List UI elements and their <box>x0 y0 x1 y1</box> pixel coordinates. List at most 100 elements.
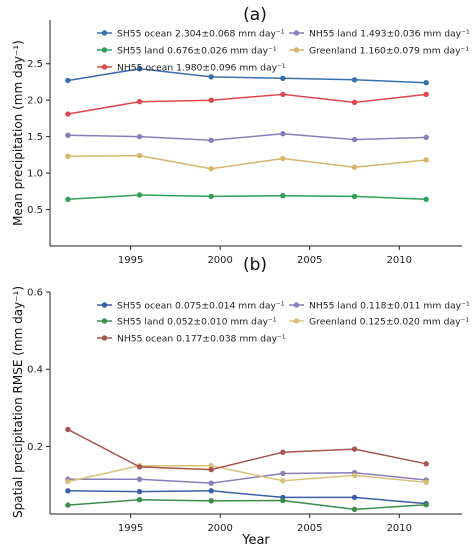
panel-a-legend-label: NH55 land 1.493±0.036 mm day⁻¹ <box>309 28 470 39</box>
panel-b-legend-label: SH55 ocean 0.075±0.014 mm day⁻¹ <box>117 300 285 311</box>
panel-a-data-point <box>65 77 71 84</box>
panel-b-data-point <box>208 488 214 494</box>
panel-a-data-point <box>280 91 286 98</box>
panel-b-y-axis-label: Spatial precipitation RMSE (mm day⁻¹) <box>11 286 25 518</box>
panel-a-data-point <box>208 193 214 200</box>
panel-a-legend-label: SH55 land 0.676±0.026 mm day⁻¹ <box>117 45 277 56</box>
panel-a-legend-label: Greenland 1.160±0.079 mm day⁻¹ <box>309 45 469 56</box>
panel-a-series-line-3 <box>67 154 427 170</box>
panel-a-legend-label: NH55 ocean 1.980±0.096 mm day⁻¹ <box>117 62 286 73</box>
panel-b-data-point <box>208 498 214 504</box>
panel-b-data-point <box>136 476 143 482</box>
panel-b-data-point <box>423 479 429 486</box>
panel-a-title: (a) <box>243 5 267 25</box>
panel-b-data-point <box>136 488 143 495</box>
panel-a-series-line-4 <box>67 93 427 115</box>
panel-a-x-tick-label: 2010 <box>387 255 412 266</box>
panel-b-data-point <box>136 464 143 470</box>
panel-a-data-point <box>351 77 358 83</box>
panel-a-x-tick-label: 2000 <box>207 255 232 266</box>
panel-a-legend-marker <box>101 30 108 36</box>
panel-a-series-line-2 <box>67 194 427 201</box>
panel-a-data-point <box>136 133 143 140</box>
panel-a-data-point <box>65 111 71 117</box>
panel-b-data-point <box>208 463 214 469</box>
panel-b-data-point <box>208 466 214 473</box>
panel-a-data-point <box>136 192 143 198</box>
panel-b-data-point <box>65 488 71 494</box>
panel-a-data-point <box>65 132 71 138</box>
panel-b-data-point <box>280 497 286 504</box>
panel-a-data-point <box>351 136 358 143</box>
panel-b-series-line-0 <box>67 490 427 505</box>
panel-a-x-tick-label: 2005 <box>297 255 322 266</box>
panel-a-data-point <box>65 196 71 203</box>
panel-a-data-point <box>423 79 429 86</box>
panel-a-data-point <box>208 74 214 80</box>
panel-b-legend-marker <box>101 335 108 341</box>
panel-a-y-tick-label: 2.0 <box>27 96 43 107</box>
panel-a-data-point <box>280 155 286 162</box>
panel-a-data-point <box>136 98 143 105</box>
panel-b-data-point <box>136 497 143 503</box>
panel-a-data-point <box>136 152 143 159</box>
panel-a-y-tick-label: 1.5 <box>27 132 43 143</box>
panel-b-data-point <box>351 472 358 479</box>
panel-a-data-point <box>423 134 429 141</box>
panel-b-legend-marker <box>293 302 300 308</box>
panel-a-y-tick-label: 1.0 <box>27 169 43 180</box>
panel-a-legend-marker <box>101 47 108 53</box>
panel-b-y-tick-label: 0.4 <box>27 365 43 376</box>
panel-b-x-tick-label: 2000 <box>207 523 232 534</box>
panel-a-data-point <box>65 153 71 160</box>
panel-b-data-point <box>65 426 71 433</box>
panel-b-legend-label: NH55 ocean 0.177±0.038 mm day⁻¹ <box>117 333 286 344</box>
panel-a-data-point <box>351 193 358 200</box>
panel-b-y-tick-label: 0.2 <box>27 442 43 453</box>
panel-b-data-point <box>208 480 214 486</box>
panel-a-legend-marker <box>293 47 300 53</box>
panel-b-series-line-1 <box>67 471 427 484</box>
panel-a-x-tick-label: 1995 <box>118 255 143 266</box>
panel-a-data-point <box>423 196 429 203</box>
panel-b-y-tick-label: 0.6 <box>27 288 43 299</box>
panel-a-data-point <box>208 137 214 143</box>
panel-a-series-line-0 <box>67 68 427 84</box>
panel-b-legend-label: NH55 land 0.118±0.011 mm day⁻¹ <box>309 300 470 311</box>
panel-a-data-point <box>280 131 286 137</box>
panel-a-data-point <box>280 192 286 199</box>
panel-b-data-point <box>65 478 71 485</box>
panel-a-legend-label: SH55 ocean 2.304±0.068 mm day⁻¹ <box>117 28 285 39</box>
panel-b-legend-label: Greenland 0.125±0.020 mm day⁻¹ <box>309 316 469 327</box>
panel-a-series-line-1 <box>67 132 427 142</box>
panel-b-x-tick-label: 2010 <box>387 523 412 534</box>
panel-b-data-point <box>280 470 286 477</box>
panel-a-data-point <box>423 157 429 163</box>
panel-b-series-line-3 <box>67 464 427 484</box>
panel-b-series-line-2 <box>67 498 427 511</box>
panel-b-legend-marker <box>101 302 108 308</box>
panel-a-data-point <box>351 99 358 106</box>
panel-a-data-point <box>423 91 429 98</box>
panel-b-data-point <box>280 449 286 455</box>
panel-b-data-point <box>351 494 358 501</box>
panel-b-data-point <box>351 506 358 513</box>
panel-a-legend-marker <box>293 30 300 36</box>
panel-a-data-point <box>136 66 143 72</box>
panel-a-y-tick-label: 0.5 <box>27 205 43 216</box>
panel-a-data-point <box>351 164 358 170</box>
panel-a-legend-marker <box>101 64 108 70</box>
panel-a-y-tick-label: 2.5 <box>27 59 43 70</box>
panel-b-x-tick-label: 1995 <box>118 523 143 534</box>
panel-b-data-point <box>280 478 286 484</box>
panel-b-data-point <box>351 446 358 452</box>
panel-b-data-point <box>65 502 71 508</box>
panel-b-data-point <box>423 461 429 467</box>
panel-a-data-point <box>208 97 214 103</box>
panel-b-series-line-4 <box>67 428 427 471</box>
panel-b-legend-marker <box>101 318 108 324</box>
panel-b-legend-label: SH55 land 0.052±0.010 mm day⁻¹ <box>117 316 277 327</box>
panel-b-x-tick-label: 2005 <box>297 523 322 534</box>
panel-b-data-point <box>423 502 429 508</box>
